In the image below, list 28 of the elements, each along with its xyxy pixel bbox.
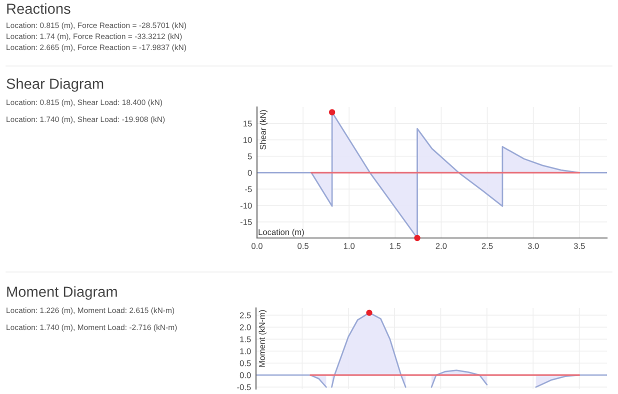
text: Reactions (7, 3, 70, 14)
y-tick-label: -15 (240, 219, 252, 226)
y-tick-label: -0.5 (237, 384, 251, 390)
y-tick-label: -10 (240, 202, 252, 209)
x-tick-label: 2.5 (482, 243, 493, 249)
y-tick-label: 10 (244, 137, 252, 143)
y-tick-label: 0.0 (240, 372, 251, 378)
x-tick-label: 2.0 (436, 243, 447, 249)
y-tick-label: -5 (245, 186, 252, 192)
text: Shear Diagram (6, 78, 104, 92)
y-axis-title: Shear (kN) (260, 110, 268, 150)
y-axis-title: Moment (kN-m) (258, 310, 267, 367)
y-tick-label: 1.0 (240, 348, 251, 354)
x-tick-label: 1.5 (390, 243, 401, 249)
x-axis-title: Location (m) (258, 228, 304, 237)
y-tick-label: 2.5 (240, 312, 251, 318)
y-tick-label: 2.0 (240, 324, 251, 330)
text: Moment Diagram (7, 286, 117, 300)
x-tick-label: 1.0 (344, 243, 355, 249)
y-tick-label: 15 (244, 120, 252, 127)
y-tick-label: 1.5 (240, 336, 251, 342)
x-tick-label: 3.0 (528, 243, 539, 249)
x-tick-label: 3.5 (574, 243, 585, 249)
x-tick-label: 0.5 (298, 243, 308, 249)
x-tick-label: 0.0 (252, 243, 262, 249)
y-tick-label: 0 (248, 170, 252, 176)
y-tick-label: 5 (248, 154, 252, 160)
y-tick-label: 0.5 (240, 360, 251, 366)
